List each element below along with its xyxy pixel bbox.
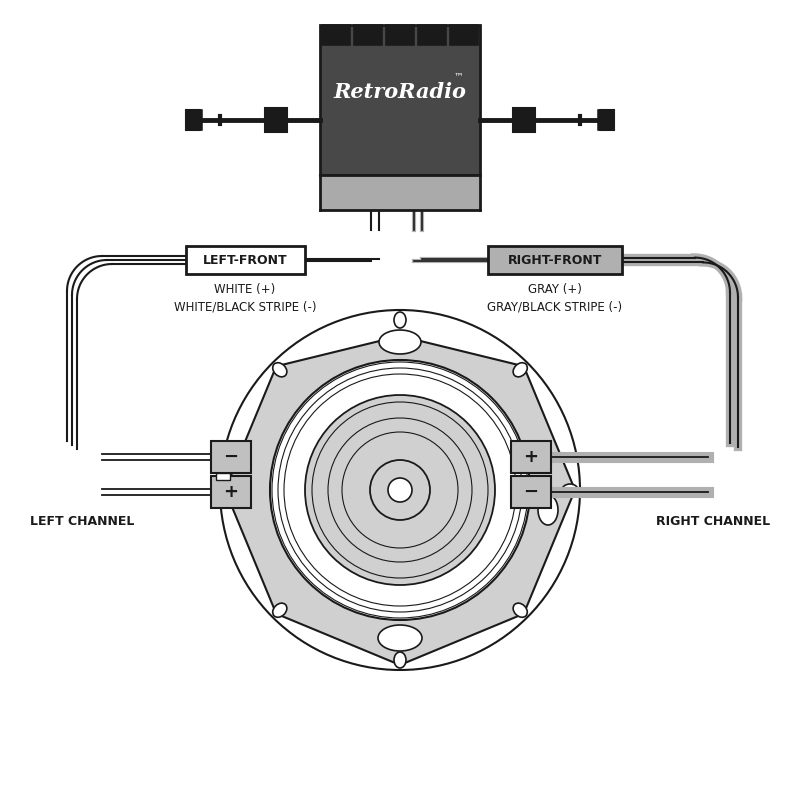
FancyBboxPatch shape [265, 108, 287, 132]
FancyBboxPatch shape [386, 25, 414, 45]
Text: GRAY (+): GRAY (+) [528, 283, 582, 297]
Text: +: + [223, 483, 238, 501]
Ellipse shape [562, 484, 578, 496]
Text: WHITE (+): WHITE (+) [214, 283, 276, 297]
Text: WHITE/BLACK STRIPE (-): WHITE/BLACK STRIPE (-) [174, 301, 316, 314]
Circle shape [370, 460, 430, 520]
Ellipse shape [394, 652, 406, 668]
FancyBboxPatch shape [511, 476, 551, 508]
FancyBboxPatch shape [186, 246, 305, 274]
Text: RIGHT CHANNEL: RIGHT CHANNEL [656, 515, 770, 528]
Ellipse shape [379, 330, 421, 354]
Circle shape [205, 295, 595, 685]
Ellipse shape [378, 625, 422, 651]
FancyBboxPatch shape [320, 175, 480, 210]
Circle shape [388, 478, 412, 502]
FancyBboxPatch shape [211, 441, 251, 473]
Text: LEFT CHANNEL: LEFT CHANNEL [30, 515, 134, 528]
Polygon shape [225, 336, 575, 665]
Text: −: − [523, 483, 538, 501]
FancyBboxPatch shape [211, 476, 251, 508]
Circle shape [270, 360, 530, 620]
Ellipse shape [513, 603, 527, 618]
FancyBboxPatch shape [216, 473, 230, 480]
FancyBboxPatch shape [354, 25, 382, 45]
Ellipse shape [394, 312, 406, 328]
Text: −: − [223, 448, 238, 466]
Ellipse shape [273, 362, 287, 377]
FancyBboxPatch shape [450, 25, 478, 45]
Circle shape [305, 395, 495, 585]
Text: LEFT-FRONT: LEFT-FRONT [202, 254, 287, 266]
Text: ™: ™ [453, 71, 463, 81]
Ellipse shape [513, 362, 527, 377]
Ellipse shape [222, 484, 238, 496]
FancyBboxPatch shape [511, 441, 551, 473]
FancyBboxPatch shape [186, 110, 200, 130]
Ellipse shape [273, 603, 287, 618]
Text: +: + [523, 448, 538, 466]
Text: RetroRadio: RetroRadio [334, 82, 466, 102]
FancyBboxPatch shape [488, 246, 622, 274]
FancyBboxPatch shape [513, 108, 535, 132]
Text: GRAY/BLACK STRIPE (-): GRAY/BLACK STRIPE (-) [487, 301, 622, 314]
FancyBboxPatch shape [320, 25, 480, 175]
Text: RIGHT-FRONT: RIGHT-FRONT [508, 254, 602, 266]
Ellipse shape [538, 495, 558, 525]
FancyBboxPatch shape [322, 25, 350, 45]
FancyBboxPatch shape [418, 25, 446, 45]
FancyBboxPatch shape [600, 110, 614, 130]
